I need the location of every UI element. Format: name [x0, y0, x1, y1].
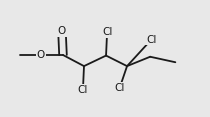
Text: Cl: Cl: [102, 27, 112, 37]
Text: Cl: Cl: [146, 35, 156, 45]
Text: O: O: [37, 50, 45, 60]
Text: O: O: [58, 26, 66, 36]
Text: Cl: Cl: [114, 83, 125, 93]
Text: Cl: Cl: [78, 84, 88, 95]
